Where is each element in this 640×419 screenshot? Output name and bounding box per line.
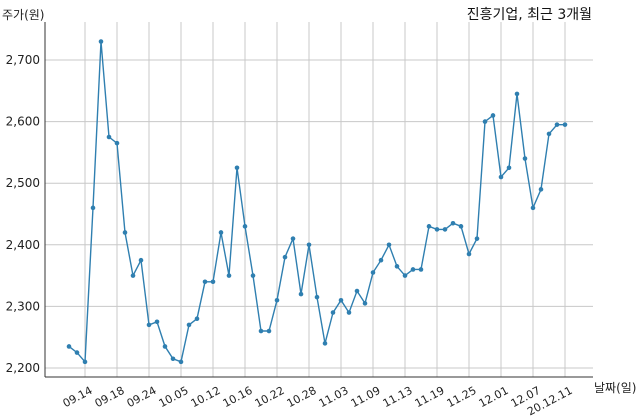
axes [44,22,593,378]
series-line [68,41,565,364]
data-point [130,273,136,278]
data-point [498,174,504,180]
price-series [66,39,568,365]
data-point [466,251,472,257]
data-point [458,224,464,229]
data-point [370,270,376,275]
data-point [386,242,392,248]
data-point [282,254,288,260]
x-tick-label: 10.28 [285,384,319,410]
data-point [314,294,320,300]
data-point [346,310,352,315]
data-point [306,242,312,248]
x-tick-label: 09.18 [93,384,127,410]
x-tick-label: 11.25 [445,384,479,410]
data-point [522,156,528,161]
data-point [322,341,328,346]
y-tick-label: 2,700 [6,53,40,67]
data-point [418,267,424,272]
data-point [394,264,400,269]
data-point [410,267,416,272]
y-axis-label: 주가(원) [2,8,44,22]
data-point [442,227,448,232]
x-tick-label: 10.12 [189,384,223,410]
data-point [106,134,112,140]
data-point [330,310,336,315]
y-tick-labels: 2,200 2,300 2,400 2,500 2,600 2,700 [6,53,40,375]
data-point [66,344,72,349]
data-point [202,279,208,285]
data-point [218,230,224,235]
data-point [194,316,200,322]
data-point [434,227,440,232]
x-tick-label: 10.16 [221,384,255,410]
x-tick-label: 09.14 [61,384,95,410]
x-tick-label: 10.22 [253,384,287,410]
x-tick-labels: 09.1409.1809.2410.0510.1210.1610.2210.28… [61,384,575,418]
data-point [338,297,344,303]
data-point [266,328,272,334]
data-point [162,344,168,349]
x-tick-label: 11.03 [317,384,351,410]
data-point [170,356,176,362]
x-tick-label: 10.05 [157,384,191,410]
data-point [546,131,552,137]
data-point [426,224,432,229]
data-point [234,165,240,171]
data-point [514,91,520,97]
data-point [490,113,496,118]
x-tick-label: 11.13 [381,384,415,410]
data-point [138,257,144,263]
y-tick-label: 2,600 [6,115,40,129]
data-point [186,322,192,328]
y-tick-label: 2,400 [6,238,40,252]
data-point [90,205,96,211]
data-point [354,288,360,294]
y-tick-label: 2,200 [6,361,40,375]
y-tick-label: 2,300 [6,299,40,313]
data-point [506,165,512,171]
y-tick-label: 2,500 [6,176,40,190]
data-point [274,297,280,303]
data-point [482,119,488,124]
grid [45,22,593,377]
data-point [122,230,128,235]
chart-title: 진흥기업, 최근 3개월 [467,7,592,23]
data-point [146,322,152,328]
data-point [450,220,456,226]
data-point [242,224,248,229]
data-point [290,236,296,241]
data-point [362,301,368,306]
x-tick-label: 09.24 [125,384,159,410]
data-point [402,273,408,278]
data-point [74,350,80,355]
x-axis-label: 날짜(일) [594,381,636,395]
data-point [226,273,232,278]
data-point [538,187,544,192]
data-point [154,319,160,325]
x-tick-label: 11.19 [413,384,447,410]
x-tick-label: 11.09 [349,384,383,410]
data-point [378,257,384,263]
x-tick-label: 12.01 [477,384,511,410]
data-point [250,273,256,278]
data-point [258,328,264,334]
data-point [554,122,560,127]
data-point [210,279,216,285]
data-point [298,291,304,297]
data-point [474,236,480,241]
data-point [82,359,88,365]
data-point [114,140,120,146]
data-point [562,122,568,127]
data-point [178,359,184,365]
data-point [98,39,104,44]
data-point [530,205,536,211]
